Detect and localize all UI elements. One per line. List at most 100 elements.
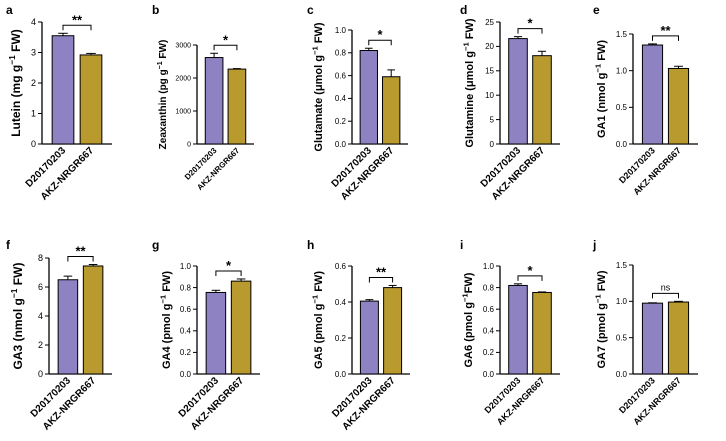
panel-letter: a [6,3,13,17]
bar-akz-nrgr667 [227,68,247,145]
bar-d20170203 [57,279,79,375]
y-tick-label: 0 [490,140,495,149]
significance-bracket [67,256,94,262]
significance-marker: ** [72,12,83,27]
y-tick-label: 0.0 [180,370,192,379]
y-tick-label: 0.6 [483,305,495,314]
y-tick-label: 0.4 [335,94,347,103]
y-tick-label: 1000 [175,108,191,115]
significance-bracket [213,44,238,51]
y-tick-label: 3 [31,48,36,58]
bar-akz-nrgr667 [230,280,252,375]
bar-akz-nrgr667 [383,287,403,375]
y-tick-label: 0.4 [483,327,495,336]
bar-akz-nrgr667 [532,291,552,375]
y-axis-label: Glutamate (μmol g−1 FW) [311,22,325,152]
category-label: AKZ-NRGR667 [631,375,683,427]
y-tick-label: 1.5 [616,261,628,270]
y-tick-label: 0 [187,141,191,148]
y-tick-label: 0.8 [483,283,495,292]
panel-letter: j [592,238,596,252]
y-tick-label: 25 [485,18,494,27]
y-tick-label: 5 [490,115,495,124]
significance-marker: * [377,27,383,42]
significance-bracket [652,292,679,299]
panel-letter: g [152,238,159,252]
y-tick-label: 0.8 [335,49,347,58]
y-tick-label: 1.0 [616,66,628,75]
bar-akz-nrgr667 [532,55,552,145]
panel-c: c0.00.20.40.60.81.0D20170203AKZ-NRGR667*… [307,3,408,203]
y-tick-label: 0.4 [180,327,192,336]
y-tick-label: 4 [31,17,36,27]
y-tick-label: 0 [31,139,36,149]
category-label: AKZ-NRGR667 [39,145,97,203]
panel-letter: f [6,238,11,252]
y-tick-label: 1.5 [616,30,628,39]
y-tick-label: 0.0 [335,140,347,149]
y-tick-label: 1.0 [483,262,495,271]
y-axis-label: Zeaxanthin (pg g−1 FW) [157,40,169,150]
y-tick-label: 1.0 [616,297,628,306]
bar-akz-nrgr667 [382,76,401,145]
bar-akz-nrgr667 [79,54,103,145]
bar-akz-nrgr667 [82,265,104,375]
panel-d: d0510152025D20170203AKZ-NRGR667*Glutamin… [460,3,560,203]
bar-d20170203 [641,44,664,145]
bar-d20170203 [359,300,379,375]
y-tick-label: 0.2 [335,334,347,343]
bar-d20170203 [508,38,528,145]
bar-akz-nrgr667 [667,67,690,145]
y-axis-label: GA3 (nmol g−1 FW) [9,263,25,370]
significance-bracket [517,275,543,281]
y-tick-label: 0.6 [335,71,347,80]
y-axis-label: Lutein (mg g−1 FW) [7,29,23,137]
significance-marker: ns [661,282,671,292]
category-label: AKZ-NRGR667 [195,146,241,192]
bar-d20170203 [205,291,227,375]
y-tick-label: 0.0 [335,370,347,379]
y-tick-label: 0.8 [180,283,192,292]
y-tick-label: 6 [38,282,43,292]
bar-akz-nrgr667 [667,301,690,375]
y-tick-label: 0.0 [616,140,628,149]
y-axis-label: GA6 (pmol g−1FW) [461,272,475,367]
y-tick-label: 2 [38,340,43,350]
y-tick-label: 1 [31,109,36,119]
significance-bracket [62,24,92,31]
y-tick-label: 20 [485,42,494,51]
panel-letter: i [460,238,463,252]
y-tick-label: 4 [38,311,43,321]
y-tick-label: 0.0 [616,370,628,379]
panel-b: b0100020003000D20170203AKZ-NRGR667*Zeaxa… [152,3,254,192]
panel-letter: d [460,3,467,17]
y-tick-label: 0.4 [335,298,347,307]
y-tick-label: 0.5 [616,333,628,342]
y-tick-label: 0.6 [180,305,192,314]
bar-d20170203 [508,284,528,375]
bar-d20170203 [204,57,224,145]
y-tick-label: 8 [38,253,43,263]
panel-g: g0.00.20.40.60.81.0D20170203AKZ-NRGR667*… [152,238,260,433]
y-tick-label: 0.2 [335,117,347,126]
bar-d20170203 [51,35,75,145]
significance-bracket [215,270,242,276]
panel-letter: h [307,238,314,252]
significance-marker: ** [376,264,387,279]
y-tick-label: 2000 [175,75,191,82]
y-axis-label: GA1 (nmol g−1 FW) [594,40,608,138]
y-tick-label: 0 [38,369,43,379]
y-axis-label: GA5 (pmol g−1 FW) [311,271,325,369]
y-tick-label: 10 [485,91,494,100]
panel-letter: b [152,3,159,17]
y-tick-label: 0.5 [616,103,628,112]
significance-marker: ** [75,244,86,259]
y-tick-label: 0.0 [483,370,495,379]
y-tick-label: 1.0 [335,26,347,35]
y-tick-label: 0.6 [335,262,347,271]
